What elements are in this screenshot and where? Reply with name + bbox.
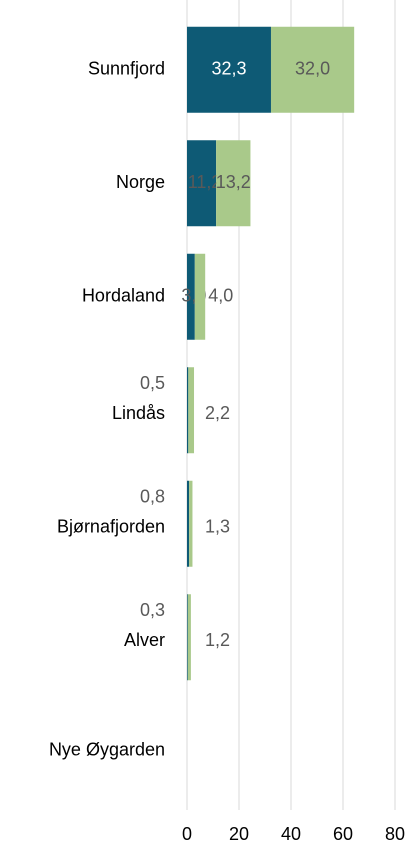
value-label: 0,5 <box>140 373 165 393</box>
bar-segment <box>187 253 195 340</box>
bar-segment <box>187 26 271 113</box>
value-label: 32,3 <box>211 59 246 79</box>
category-label: Alver <box>124 630 165 650</box>
bar-segment <box>187 140 217 227</box>
value-label: 1,2 <box>205 630 230 650</box>
bar-segment <box>194 253 206 340</box>
x-tick-label: 20 <box>229 824 249 844</box>
value-label: 0,3 <box>140 600 165 620</box>
x-tick-label: 40 <box>281 824 301 844</box>
x-tick-label: 60 <box>333 824 353 844</box>
category-label: Lindås <box>112 403 165 423</box>
category-label: Sunnfjord <box>88 59 165 79</box>
bar-segment <box>189 480 193 567</box>
category-label: Hordaland <box>82 286 165 306</box>
value-label: 13,2 <box>216 172 251 192</box>
bar-segment <box>187 594 191 681</box>
value-label: 11,2 <box>188 172 222 192</box>
bar-segment <box>187 480 190 567</box>
x-tick-label: 80 <box>385 824 405 844</box>
bar-segment <box>188 367 195 454</box>
value-label: 1,3 <box>205 517 230 537</box>
x-tick-label: 0 <box>182 824 192 844</box>
category-label: Nye Øygarden <box>49 740 165 760</box>
bar-segment <box>270 26 355 113</box>
category-label: Bjørnafjorden <box>57 517 165 537</box>
value-label: 4,0 <box>208 286 233 306</box>
bar-segment <box>187 367 189 454</box>
category-label: Norge <box>116 172 165 192</box>
value-label: 0,8 <box>140 487 165 507</box>
value-label: 2,2 <box>205 403 230 423</box>
bar-segment <box>216 140 251 227</box>
value-label: 32,0 <box>295 59 330 79</box>
bar-segment <box>187 594 188 681</box>
